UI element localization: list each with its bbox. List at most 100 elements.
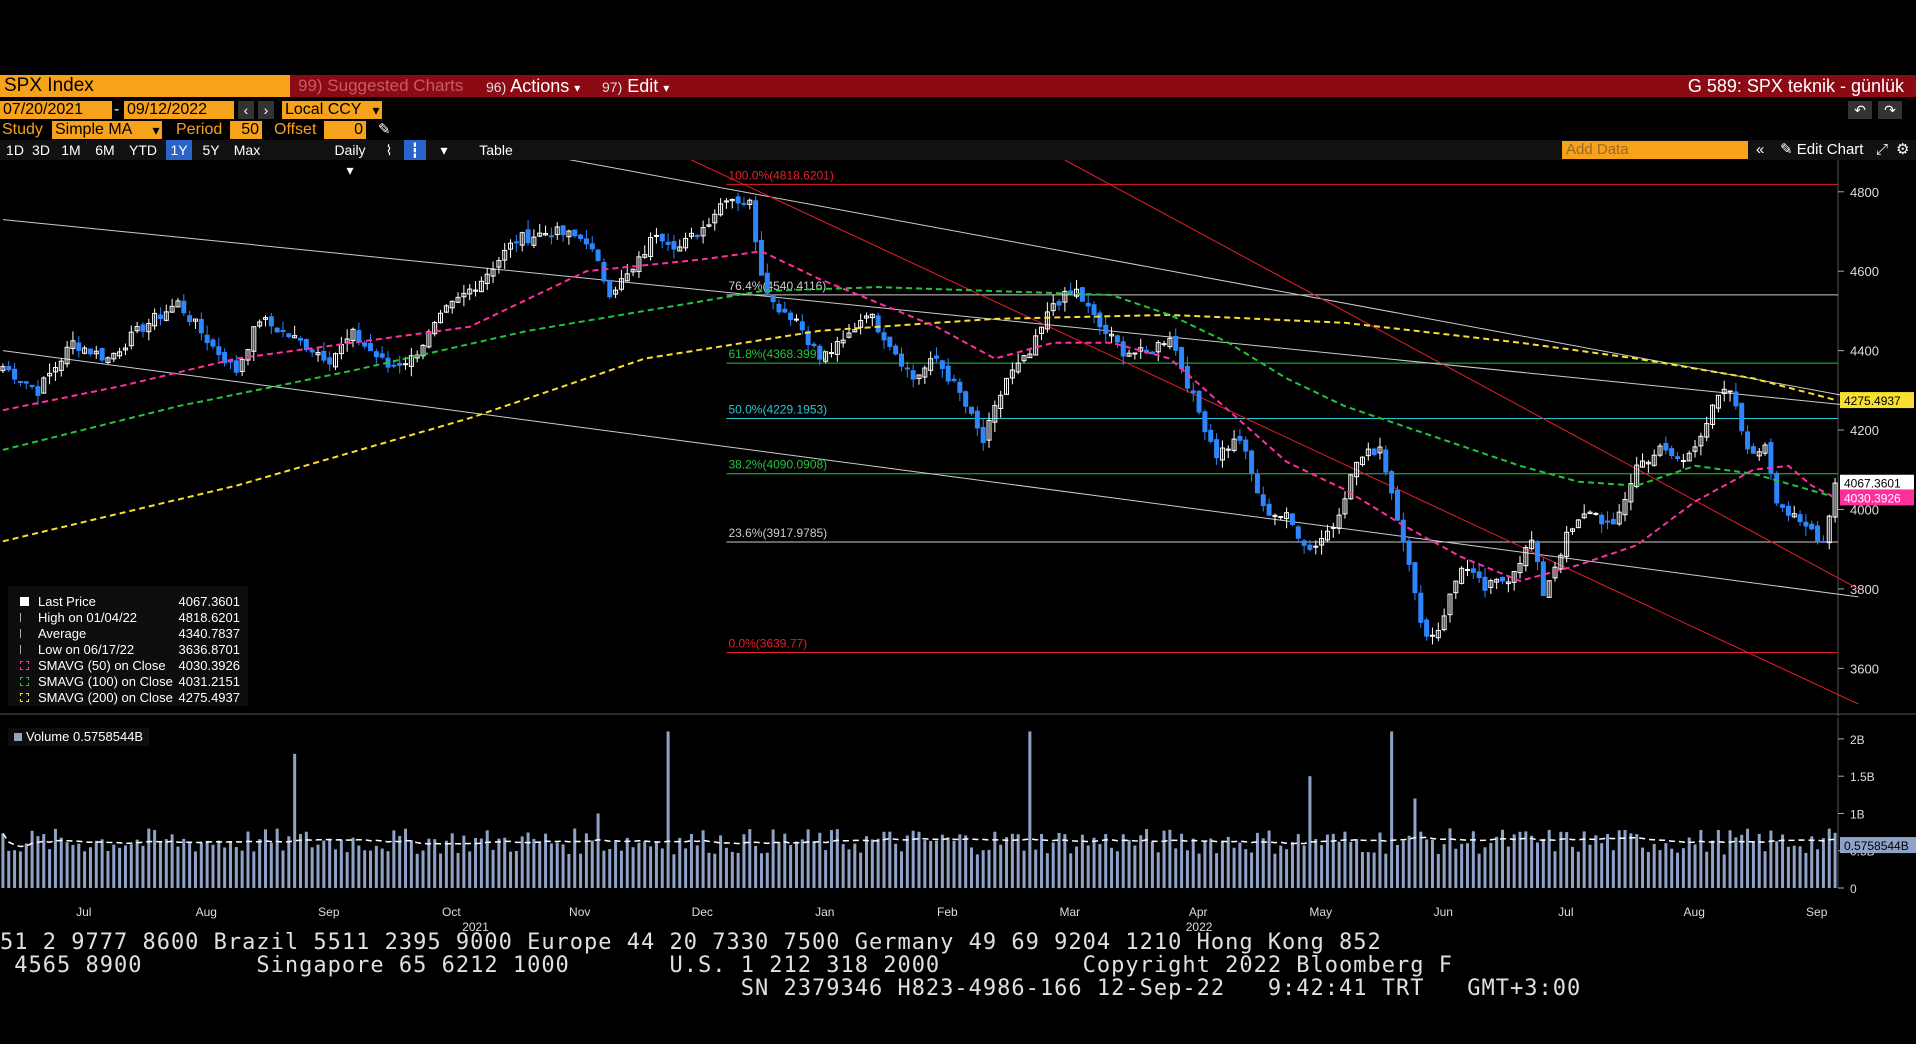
x-tick-label: Dec [692, 905, 713, 919]
tab-range-3d[interactable]: 3D [30, 140, 52, 160]
candle-body [1209, 430, 1213, 441]
volume-bar [707, 853, 710, 888]
volume-bar [1769, 831, 1772, 888]
fib-level-label: 50.0%(4229.1953) [728, 402, 827, 416]
tab-range-1y[interactable]: 1Y [166, 140, 192, 160]
price-tag-label: 4030.3926 [1844, 491, 1901, 505]
volume-bar [1285, 849, 1288, 888]
candle-body [234, 361, 238, 372]
fit-icon[interactable]: ⤢ [1876, 140, 1888, 160]
volume-bar [1717, 830, 1720, 888]
tab-range-ytd[interactable]: YTD [124, 140, 162, 160]
redo-icon[interactable]: ↷ [1878, 101, 1902, 119]
candle-body [1419, 593, 1423, 622]
candle-body [100, 349, 104, 360]
volume-bar [217, 841, 220, 888]
tab-range-6m[interactable]: 6M [90, 140, 120, 160]
footer-line-3: SN 2379346 H823-4986-166 12-Sep-22 9:42:… [0, 976, 1916, 1001]
tab-range-5y[interactable]: 5Y [196, 140, 226, 160]
chevron-down-icon[interactable]: ▾ [370, 101, 382, 119]
volume-bar [1793, 846, 1796, 888]
suggested-charts-button[interactable]: 99) Suggested Charts [292, 75, 474, 97]
line-chart-icon[interactable]: ⌇ [378, 140, 400, 160]
candle-body [141, 325, 145, 331]
volume-bar [1338, 842, 1341, 888]
volume-bar [60, 838, 63, 888]
volume-bar [1810, 836, 1813, 888]
volume-bar [789, 845, 792, 888]
frequency-select[interactable]: Daily ▾ [330, 140, 370, 160]
volume-bar [1320, 845, 1323, 888]
volume-bar [1011, 834, 1014, 888]
pencil-icon[interactable]: ✎ [378, 120, 391, 140]
volume-bar [1764, 851, 1767, 888]
undo-icon[interactable]: ↶ [1848, 101, 1872, 119]
volume-bar [532, 839, 535, 888]
volume-bar [7, 851, 10, 888]
date-to-input[interactable]: 09/12/2022 [124, 101, 234, 119]
candle-body [1308, 545, 1312, 549]
candle-body [514, 242, 518, 243]
x-tick-label: Aug [196, 905, 217, 919]
volume-bar [859, 853, 862, 888]
volume-bar [281, 850, 284, 888]
prev-period-button[interactable]: ‹ [238, 101, 254, 119]
date-from-input[interactable]: 07/20/2021 [0, 101, 112, 119]
volume-bar [836, 829, 839, 888]
candle-body [1250, 451, 1254, 473]
candle-chart-icon[interactable]: ┇ [404, 140, 426, 160]
volume-bar [176, 847, 179, 888]
volume-bar [1046, 853, 1049, 888]
chevron-down-icon[interactable]: ▾ [436, 140, 452, 160]
volume-bar [1040, 834, 1043, 888]
next-period-button[interactable]: › [258, 101, 274, 119]
candle-body [602, 262, 606, 281]
add-data-input[interactable]: Add Data [1562, 141, 1748, 159]
volume-bar [246, 832, 249, 888]
legend-row: Low on 06/17/22 3636.8701 [14, 642, 244, 658]
candle-body [1150, 352, 1154, 354]
volume-bar [375, 846, 378, 888]
price-chart[interactable]: 3600 3800 4000 4200 4400 4600 4800 100.0%(4818.… [0, 160, 1916, 716]
currency-select[interactable]: Local CCY [282, 101, 382, 119]
chevron-down-icon[interactable]: ▾ [150, 121, 162, 139]
candle-body [935, 356, 939, 358]
volume-bar [141, 846, 144, 888]
collapse-icon[interactable]: « [1756, 140, 1764, 160]
candle-body [1606, 521, 1610, 522]
offset-input[interactable]: 0 [324, 121, 366, 139]
tab-range-1d[interactable]: 1D [4, 140, 26, 160]
volume-bar [322, 841, 325, 888]
edit-chart-button[interactable]: ✎ Edit Chart [1780, 140, 1863, 160]
volume-bar [713, 854, 716, 888]
volume-bar [410, 840, 413, 888]
candle-body [357, 331, 361, 343]
volume-bar [1635, 834, 1638, 888]
volume-bar [597, 813, 600, 888]
volume-bar [1209, 838, 1212, 888]
x-tick-label: Oct [442, 905, 461, 919]
candle-body [975, 411, 979, 428]
tab-range-max[interactable]: Max [230, 140, 264, 160]
table-button[interactable]: Table [470, 140, 522, 160]
legend-value: 4031.2151 [179, 674, 240, 690]
study-select[interactable]: Simple MA [52, 121, 162, 139]
tab-range-1m[interactable]: 1M [56, 140, 86, 160]
volume-bar [188, 842, 191, 888]
volume-bar [276, 829, 279, 888]
gear-icon[interactable]: ⚙ [1896, 140, 1909, 160]
volume-bar [1822, 838, 1825, 888]
candle-body [794, 319, 798, 320]
ticker-input[interactable]: SPX Index [0, 75, 290, 97]
actions-menu[interactable]: 96) Actions ▾ [482, 75, 580, 97]
volume-bar [737, 853, 740, 888]
volume-bar [1425, 840, 1428, 888]
edit-menu[interactable]: 97) Edit ▾ [598, 75, 669, 97]
candle-body [905, 368, 909, 369]
volume-bar [1268, 831, 1271, 888]
volume-bar [1594, 835, 1597, 888]
candle-body [771, 295, 775, 301]
period-input[interactable]: 50 [230, 121, 262, 139]
volume-bar [1279, 846, 1282, 888]
